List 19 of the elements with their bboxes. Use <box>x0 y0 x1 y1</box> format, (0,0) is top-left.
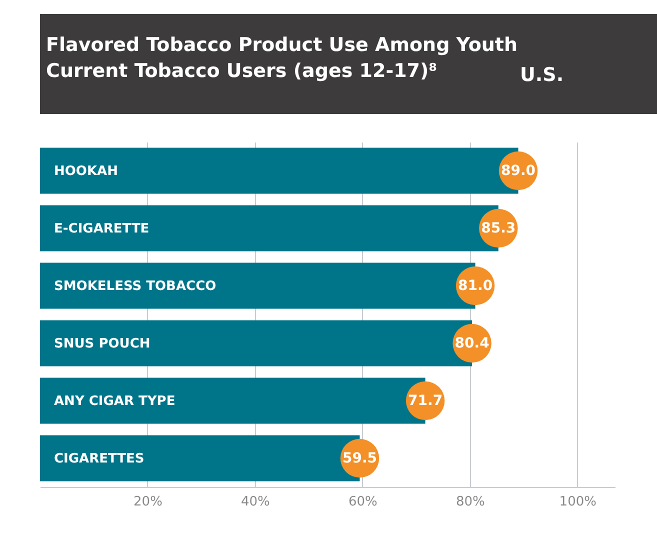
data-label: 81.0 <box>458 278 493 294</box>
y-tick-label: HOOKAH <box>54 164 118 179</box>
x-tick-label: 40% <box>241 494 270 510</box>
data-label: 89.0 <box>501 162 536 179</box>
x-tick-label: 80% <box>456 494 485 510</box>
y-tick-label: E-CIGARETTE <box>54 221 150 236</box>
y-tick-label: SNUS POUCH <box>54 336 150 352</box>
chart-title: Flavored Tobacco Product Use Among Youth Current Tobacco Users (ages 12-17)⁸ <box>46 34 518 82</box>
y-tick-label: ANY CIGAR TYPE <box>54 394 176 409</box>
x-tick-label: 60% <box>348 494 378 510</box>
data-label: 71.7 <box>408 392 443 409</box>
data-label: 59.5 <box>342 450 378 466</box>
data-label: 85.3 <box>481 220 516 236</box>
x-tick-label: 100% <box>559 494 596 510</box>
x-tick-label: 20% <box>134 494 162 510</box>
y-tick-label: CIGARETTES <box>54 451 144 466</box>
data-label: 80.4 <box>454 335 490 352</box>
text: U.S. <box>520 64 564 86</box>
y-tick-label: SMOKELESS TOBACCO <box>54 278 216 294</box>
